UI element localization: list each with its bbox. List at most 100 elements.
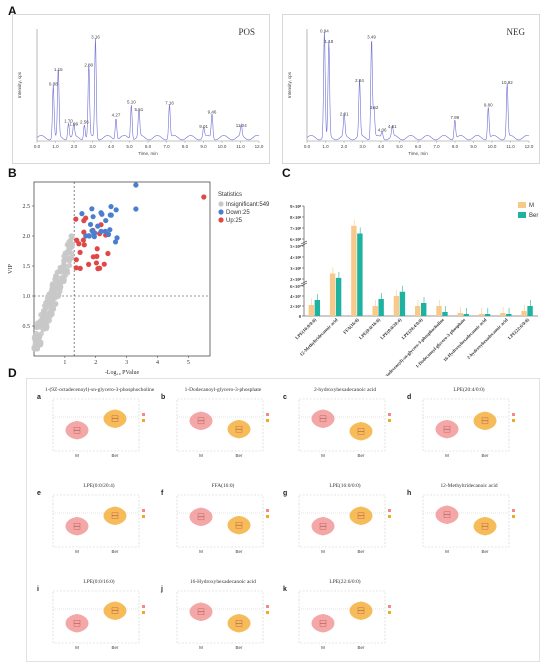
legend-swatch — [218, 201, 224, 207]
violin-legend-swatch — [142, 611, 145, 614]
bar-m — [521, 311, 527, 316]
down-point — [103, 217, 109, 224]
violin-panel-title: LPE(0:0/16:0) — [83, 579, 115, 585]
legend-swatch — [218, 217, 224, 223]
pos-x-tick-label: 3.0 — [89, 144, 96, 149]
violin-legend-swatch — [266, 509, 269, 512]
violin-panel-title: LPE(16:0/0:0) — [329, 483, 361, 489]
violin-frame — [422, 398, 510, 452]
violin-panel-title: LPE(20:4/0:0) — [453, 387, 485, 393]
bar-legend-swatch — [518, 212, 526, 218]
bar-m — [478, 314, 485, 316]
up-point — [94, 246, 100, 252]
insignificant-point — [67, 244, 73, 250]
violin-group-label: Ber — [235, 549, 243, 554]
axis-break — [300, 282, 308, 287]
pos-x-tick-label: 7.0 — [163, 144, 170, 149]
violin-legend-swatch — [512, 413, 515, 416]
violin-group-label: M — [75, 453, 79, 458]
violin-legend-swatch — [388, 413, 391, 416]
violin-legend-swatch — [142, 605, 145, 608]
volcano-y-axis-label: VIP — [8, 264, 14, 274]
chromatogram-neg: 0.0 1.0 2.0 3.0 4.0 5.0 6.0 7.0 8.0 9.0 10.0 11.0 12… — [282, 14, 540, 164]
bar-category-label: LPE(22:6/0:0) — [507, 317, 531, 341]
bar-ber — [421, 303, 427, 316]
pos-peak-label: 2.80 — [84, 62, 93, 67]
insignificant-point — [49, 303, 55, 309]
pos-peak-label: 3.16 — [91, 34, 100, 39]
bar-ber — [335, 277, 342, 316]
pos-peak-label: 1.99 — [69, 122, 78, 127]
insignificant-point — [54, 293, 61, 299]
down-point — [95, 223, 101, 229]
neg-trace — [306, 31, 530, 141]
violin-panel-title: LPE(22:6/0:0) — [329, 579, 361, 585]
down-point — [83, 233, 89, 239]
violin-group-label: Ber — [481, 453, 489, 458]
volcano-y-tick-label: 1.0 — [23, 294, 31, 300]
pos-peak-label: 1.70 — [64, 118, 73, 123]
down-point — [108, 203, 114, 210]
violin-panel: j 16-Hydroxyhexadecanoic acid M Ber — [161, 579, 277, 651]
violin-group-label: M — [199, 453, 203, 458]
violin-frame — [176, 590, 264, 644]
violin-panel: d LPE(20:4/0:0) M Ber — [407, 387, 523, 459]
volcano-x-axis-label: -Log₁₀ PValue — [105, 370, 140, 376]
up-point — [81, 242, 87, 248]
bar-ber — [314, 300, 321, 316]
up-point — [81, 229, 87, 235]
violin-grid: a 1-(9Z-octadecenoyl)-sn-glycero-3-phosph… — [26, 378, 540, 662]
violin-legend-swatch — [266, 413, 269, 416]
down-point — [89, 206, 95, 212]
insignificant-point — [61, 277, 67, 283]
neg-x-tick-label: 8.0 — [452, 144, 459, 149]
up-point — [73, 265, 79, 271]
axis-break — [300, 280, 308, 285]
insignificant-point — [47, 309, 53, 315]
violin-panel-letter: j — [161, 586, 163, 593]
neg-peak-label: 1.18 — [324, 39, 333, 44]
insignificant-point — [36, 324, 42, 330]
violin-group-label: M — [199, 549, 203, 554]
violin-legend-swatch — [142, 419, 145, 422]
volcano-y-tick-label: 2.0 — [23, 234, 31, 240]
bar-y-tick-label: 8×10⁸ — [290, 215, 302, 220]
violin-group-label: Ber — [111, 645, 119, 650]
down-point — [91, 230, 97, 236]
up-point — [73, 216, 79, 222]
bar-category-label: 12-Methyltridecanoic acid — [299, 317, 339, 357]
pos-peak-label: 5.10 — [127, 99, 136, 104]
pos-y-axis-label: Intensity, cps — [17, 71, 22, 98]
violin-plot: M Ber — [52, 398, 145, 458]
violin-group-label: M — [75, 549, 79, 554]
bar-m — [372, 306, 378, 316]
violin-panel-letter: i — [37, 586, 39, 593]
bar-y-tick-label: 6×10⁷ — [290, 284, 302, 289]
down-point — [90, 214, 96, 220]
insignificant-point — [69, 235, 75, 241]
bar-legend-label: M — [529, 203, 534, 209]
up-point — [77, 249, 83, 256]
pos-x-tick-label: 9.0 — [200, 144, 207, 149]
violin-panel: f FFA(16:0) M Ber — [161, 483, 277, 555]
violin-panel: a 1-(9Z-octadecenoyl)-sn-glycero-3-phosph… — [37, 387, 154, 459]
bar-y-tick-label: 2×10⁸ — [290, 277, 302, 282]
axis-break — [300, 242, 308, 247]
up-point — [94, 253, 100, 259]
violin-legend-swatch — [266, 515, 269, 518]
insignificant-point — [54, 282, 60, 288]
bar-y-tick-label: 4×10⁷ — [290, 294, 302, 299]
violin-legend-swatch — [142, 413, 145, 416]
bar-y-tick-label: 9×10⁸ — [290, 204, 302, 209]
volcano-y-tick-label: 0.5 — [23, 324, 31, 330]
up-point — [77, 265, 83, 271]
panel-label-b: B — [8, 166, 17, 180]
neg-x-tick-label: 6.0 — [415, 144, 422, 149]
bar-category-label: FFA(16:0) — [342, 317, 360, 335]
violin-legend-swatch — [388, 605, 391, 608]
violin-frame — [298, 398, 386, 452]
volcano-y-tick-label: 2.5 — [23, 204, 31, 210]
neg-peak-label: 4.06 — [378, 127, 387, 132]
violin-plot: M Ber — [298, 590, 391, 650]
chromatogram-pos: 0.0 1.0 2.0 3.0 4.0 5.0 6.0 7.0 8.0 9.0 10.0 11.0 12… — [12, 14, 270, 164]
